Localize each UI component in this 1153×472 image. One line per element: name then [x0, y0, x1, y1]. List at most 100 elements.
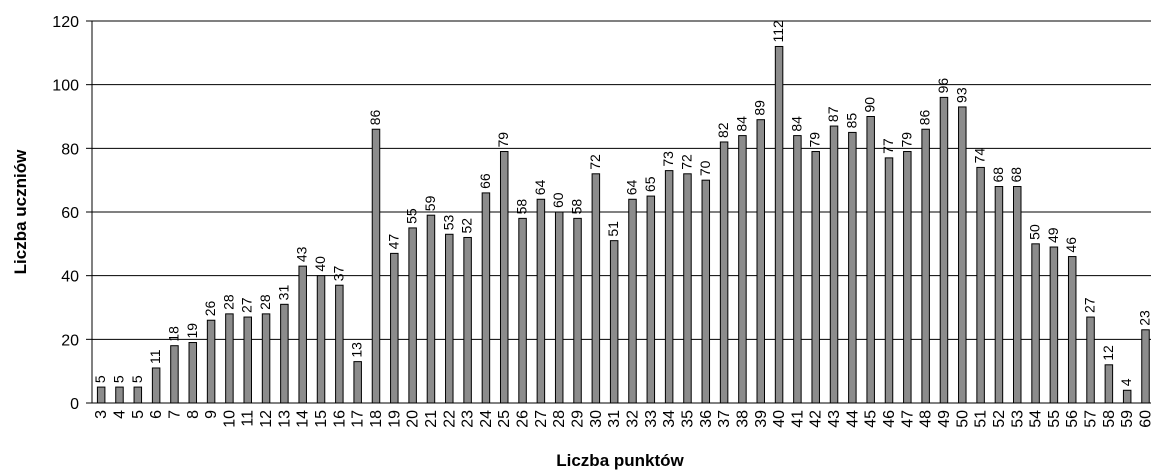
- x-tick-label: 53: [1009, 410, 1026, 428]
- x-tick-label: 7: [166, 410, 183, 419]
- x-axis-label: Liczba punktów: [556, 451, 684, 470]
- x-tick-label: 56: [1064, 410, 1081, 428]
- value-label: 96: [935, 78, 951, 94]
- x-tick-label: 47: [899, 410, 916, 428]
- x-tick-label: 23: [460, 410, 477, 428]
- x-tick-label: 20: [405, 410, 422, 428]
- value-label: 64: [623, 179, 639, 195]
- bar: [445, 233, 454, 404]
- x-tick-label: 43: [826, 410, 843, 428]
- axes: [86, 20, 1151, 404]
- x-tick-label: 14: [295, 410, 312, 428]
- value-label: 89: [752, 100, 768, 116]
- value-label: 46: [1063, 237, 1079, 253]
- value-label: 72: [678, 154, 694, 170]
- y-tick-label: 80: [61, 141, 79, 158]
- x-tick-label: 57: [1083, 410, 1100, 428]
- bar: [848, 131, 857, 404]
- value-label: 37: [330, 265, 346, 281]
- bar: [793, 135, 802, 404]
- bar: [921, 128, 930, 404]
- value-label: 73: [660, 151, 676, 167]
- bar: [573, 217, 582, 404]
- value-label: 23: [1137, 310, 1153, 326]
- bar: [390, 252, 399, 404]
- y-axis-label: Liczba uczniów: [11, 149, 30, 274]
- bar: [829, 125, 839, 404]
- value-label: 65: [642, 176, 658, 192]
- value-label: 79: [495, 132, 511, 148]
- x-tick-label: 11: [240, 410, 257, 427]
- value-label: 27: [1082, 297, 1098, 313]
- x-tick-label: 13: [276, 410, 293, 428]
- value-label: 47: [385, 234, 401, 250]
- value-label: 60: [550, 192, 566, 208]
- x-tick-label: 36: [698, 410, 715, 428]
- bar: [756, 119, 765, 404]
- bar: [353, 361, 362, 404]
- bar: [774, 45, 784, 404]
- x-tick-label: 6: [148, 410, 165, 419]
- value-label: 86: [367, 109, 383, 125]
- bar: [1104, 364, 1114, 404]
- value-label: 82: [715, 122, 731, 138]
- bar: [280, 303, 289, 404]
- y-tick-label: 120: [52, 14, 79, 31]
- bar: [188, 342, 198, 404]
- value-label: 66: [477, 173, 493, 189]
- value-label: 68: [1008, 167, 1024, 183]
- value-label: 31: [275, 285, 291, 301]
- value-label: 5: [92, 375, 108, 383]
- x-tick-label: 3: [93, 410, 110, 419]
- x-tick-label: 42: [808, 410, 825, 428]
- value-label: 43: [294, 246, 310, 262]
- x-tick-label: 35: [679, 410, 696, 428]
- value-label: 12: [1100, 345, 1116, 361]
- value-label: 40: [312, 256, 328, 272]
- x-tick-label: 40: [771, 410, 788, 428]
- bar: [151, 367, 161, 404]
- value-label: 58: [569, 199, 585, 215]
- x-tick-label: 52: [991, 410, 1008, 428]
- bar: [335, 284, 344, 404]
- bar: [903, 151, 912, 404]
- x-tick-label: 8: [185, 410, 202, 419]
- value-label: 79: [807, 132, 823, 148]
- x-tick-label: 4: [111, 410, 128, 419]
- value-label: 13: [349, 342, 365, 358]
- y-tick-label: 20: [61, 332, 79, 349]
- bar: [133, 386, 143, 404]
- value-label: 49: [1045, 227, 1061, 243]
- value-label: 59: [422, 195, 438, 211]
- x-tick-label: 60: [1138, 410, 1153, 428]
- y-tick-label: 100: [52, 78, 79, 95]
- x-tick-label: 31: [606, 410, 623, 428]
- value-label: 70: [697, 160, 713, 176]
- x-tick-label: 21: [423, 410, 440, 428]
- x-tick-label: 12: [258, 410, 275, 428]
- x-tick-label: 27: [533, 410, 550, 428]
- bar: [701, 179, 711, 404]
- x-tick-label: 54: [1028, 410, 1045, 428]
- bar: [408, 227, 417, 404]
- x-tick-label: 29: [570, 410, 587, 428]
- bar: [1122, 389, 1132, 404]
- value-label: 84: [733, 116, 749, 132]
- bar: [1049, 246, 1059, 404]
- x-tick-label: 58: [1101, 410, 1118, 428]
- value-label: 5: [129, 375, 145, 383]
- x-tick-label: 22: [441, 410, 458, 428]
- y-tick-label: 0: [70, 396, 79, 413]
- bar: [1013, 186, 1022, 404]
- bar: [683, 173, 692, 404]
- bar: [994, 186, 1004, 404]
- bar: [371, 128, 381, 404]
- bars: [96, 45, 1150, 404]
- value-label: 5: [110, 375, 126, 383]
- bar: [609, 240, 619, 404]
- x-tick-label: 51: [973, 410, 990, 428]
- bar: [225, 313, 234, 404]
- value-label: 52: [459, 218, 475, 234]
- x-tick-label: 44: [844, 410, 861, 428]
